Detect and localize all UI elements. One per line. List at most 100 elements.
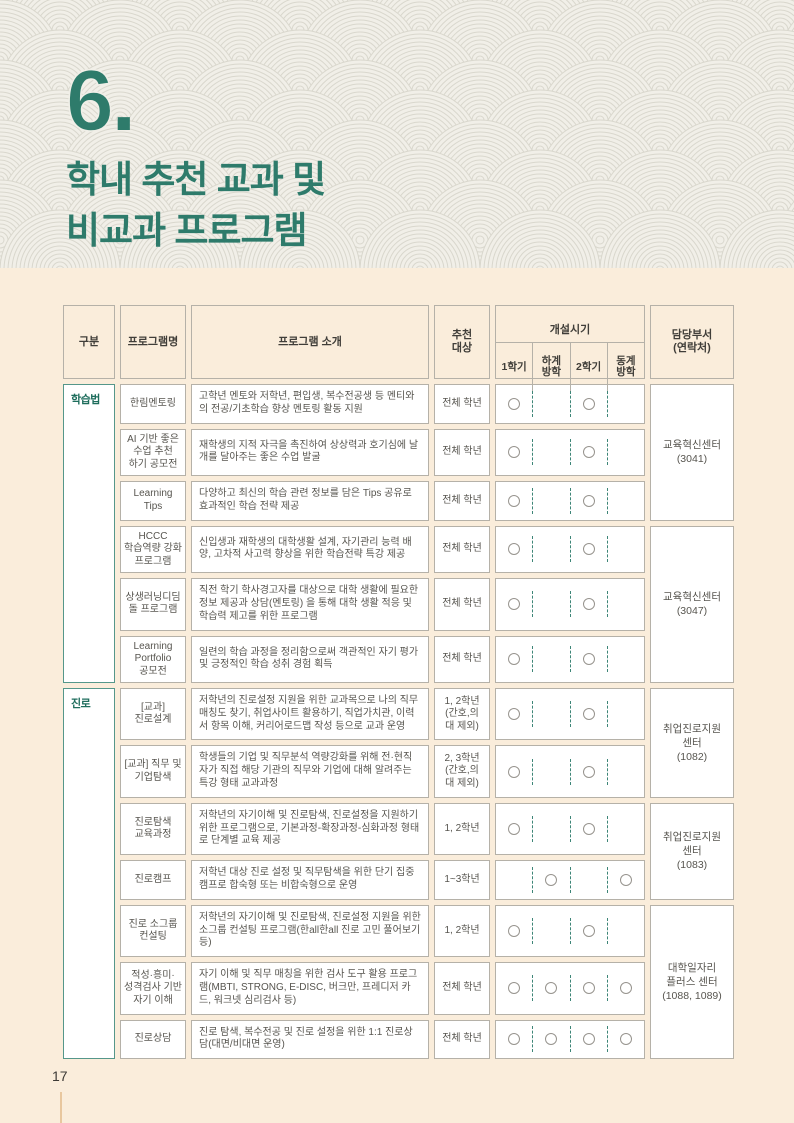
target-cell: 전체 학년 (434, 428, 490, 477)
season-availability-cell (495, 578, 645, 631)
program-desc-cell: 학생들의 기업 및 직무분석 역량강화를 위해 전·현직자가 직접 해당 기관의… (191, 745, 429, 798)
offered-circle (582, 823, 595, 836)
season-slot (606, 975, 644, 1002)
program-name-cell: HCCC 학습역량 강화 프로그램 (120, 525, 186, 574)
season-slot (496, 646, 532, 672)
season-slot (496, 701, 532, 727)
program-desc-cell: 진로 탐색, 복수전공 및 진로 설정을 위한 1:1 진로상담(대면/비대면 … (191, 1019, 429, 1060)
program-desc-cell: 신입생과 재학생의 대학생활 설계, 자기관리 능력 배양, 고차적 사고력 향… (191, 525, 429, 574)
season-availability-cell (495, 428, 645, 477)
footer-rule (60, 1092, 62, 1123)
offered-circle (508, 925, 521, 938)
season-slot (532, 1026, 569, 1053)
season-slot (569, 867, 607, 894)
season-slot (496, 867, 532, 893)
season-slot (532, 701, 569, 728)
offered-circle (508, 708, 521, 721)
table-row: HCCC 학습역량 강화 프로그램 신입생과 재학생의 대학생활 설계, 자기관… (63, 525, 734, 684)
season-slot (496, 975, 532, 1001)
season-label-semester2: 2학기 (569, 343, 607, 391)
hero-banner: 6. 6 학내 추천 교과 및 비교과 프로그램 (0, 0, 794, 268)
season-availability-cell (495, 745, 645, 798)
table-row: 진로상담 진로 탐색, 복수전공 및 진로 설정을 위한 1:1 진로상담(대면… (63, 1019, 734, 1060)
program-desc-cell: 일련의 학습 과정을 정리함으로써 객관적인 자기 평가 및 긍정적인 학습 성… (191, 635, 429, 684)
season-label-summer: 하계 방학 (532, 343, 569, 391)
offered-circle (508, 823, 521, 836)
season-slot (532, 918, 569, 945)
offered-circle (619, 982, 632, 995)
season-availability-cell (495, 481, 645, 521)
section-number: 6. 6 (65, 53, 135, 149)
season-slot (532, 439, 569, 466)
season-slot (569, 701, 607, 728)
program-name-cell: 진로탐색 교육과정 (120, 802, 186, 856)
offered-circle (508, 543, 521, 556)
season-slot (606, 816, 644, 843)
table-row: 진로 [교과] 진로설계 저학년의 진로설정 지원을 위한 교과목으로 나의 직… (63, 688, 734, 1060)
season-slot (569, 390, 607, 417)
table-row: 진로캠프 저학년 대상 진로 설정 및 직무탐색을 위한 단기 집중 캠프로 합… (63, 860, 734, 900)
offered-circle (545, 874, 558, 887)
season-slot (569, 646, 607, 673)
table-row: Learning Portfolio 공모전 일련의 학습 과정을 정리함으로써… (63, 635, 734, 684)
season-availability-cell (495, 635, 645, 684)
target-cell: 전체 학년 (434, 481, 490, 521)
season-availability-cell (495, 384, 645, 424)
season-availability-cell (495, 688, 645, 741)
program-desc-cell: 저학년의 진로설정 지원을 위한 교과목으로 나의 직무매칭도 찾기, 취업사이… (191, 688, 429, 741)
season-slot (606, 591, 644, 618)
offered-circle (582, 653, 595, 666)
program-name-cell: AI 기반 좋은 수업 추천 하기 공모전 (120, 428, 186, 477)
season-slot (532, 390, 569, 417)
season-slot (569, 487, 607, 514)
target-cell: 전체 학년 (434, 635, 490, 684)
season-label-winter: 동계 방학 (606, 343, 644, 391)
hero-text-block: 6. 6 학내 추천 교과 및 비교과 프로그램 (65, 53, 326, 256)
target-cell: 1, 2학년 (434, 802, 490, 856)
season-slot (532, 816, 569, 843)
season-slot (606, 439, 644, 466)
column-header-target: 추천 대상 (434, 305, 490, 379)
season-slot (496, 391, 532, 417)
table-header-row: 구분 프로그램명 프로그램 소개 추천 대상 개설시기 1학기 하계 방학 2학… (63, 305, 734, 391)
season-slot (496, 536, 532, 562)
column-header-dept: 담당부서 (연락처) (650, 305, 734, 379)
program-name-cell: 한림멘토링 (120, 384, 186, 424)
offered-circle (619, 1033, 632, 1046)
column-header-season-group: 개설시기 1학기 하계 방학 2학기 동계 방학 (495, 305, 645, 391)
program-desc-cell: 저학년의 자기이해 및 진로탐색, 진로설정 지원을 위한 소그룹 컨설팅 프로… (191, 904, 429, 958)
season-slot (606, 390, 644, 417)
season-slot (532, 536, 569, 563)
offered-circle (508, 494, 521, 507)
season-slot (532, 758, 569, 785)
program-desc-cell: 직전 학기 학사경고자를 대상으로 대학 생활에 필요한 정보 제공과 상담(멘… (191, 578, 429, 631)
target-cell: 1, 2학년 (434, 904, 490, 958)
season-slot (532, 646, 569, 673)
offered-circle (582, 397, 595, 410)
dept-cell: 대학일자리 플러스 센터 (1088, 1089) (650, 904, 734, 1060)
table-row: 상생러닝디딤 돌 프로그램 직전 학기 학사경고자를 대상으로 대학 생활에 필… (63, 578, 734, 631)
target-cell: 전체 학년 (434, 525, 490, 574)
program-name-cell: 진로상담 (120, 1019, 186, 1060)
offered-circle (582, 982, 595, 995)
season-availability-cell (495, 904, 645, 958)
table-row: 적성·흥미· 성격검사 기반 자기 이해 자기 이해 및 직무 매칭을 위한 검… (63, 962, 734, 1015)
program-name-cell: Learning Portfolio 공모전 (120, 635, 186, 684)
offered-circle (508, 397, 521, 410)
offered-circle (582, 925, 595, 938)
program-name-cell: 상생러닝디딤 돌 프로그램 (120, 578, 186, 631)
program-name-cell: 진로캠프 (120, 860, 186, 900)
dept-cell: 취업진로지원 센터 (1083) (650, 802, 734, 900)
offered-circle (582, 494, 595, 507)
season-slot (606, 701, 644, 728)
target-cell: 1~3학년 (434, 860, 490, 900)
season-slot (606, 536, 644, 563)
target-cell: 2, 3학년 (간호,의 대 제외) (434, 745, 490, 798)
season-slot (606, 918, 644, 945)
table-row: 학습법 한림멘토링 고학년 멘토와 저학년, 편입생, 복수전공생 등 멘티와의… (63, 384, 734, 684)
program-desc-cell: 자기 이해 및 직무 매칭을 위한 검사 도구 활용 프로그램(MBTI, ST… (191, 962, 429, 1015)
offered-circle (508, 1033, 521, 1046)
offered-circle (545, 1033, 558, 1046)
program-desc-cell: 저학년의 자기이해 및 진로탐색, 진로설정을 지원하기 위한 프로그램으로, … (191, 802, 429, 856)
season-availability-cell (495, 802, 645, 856)
